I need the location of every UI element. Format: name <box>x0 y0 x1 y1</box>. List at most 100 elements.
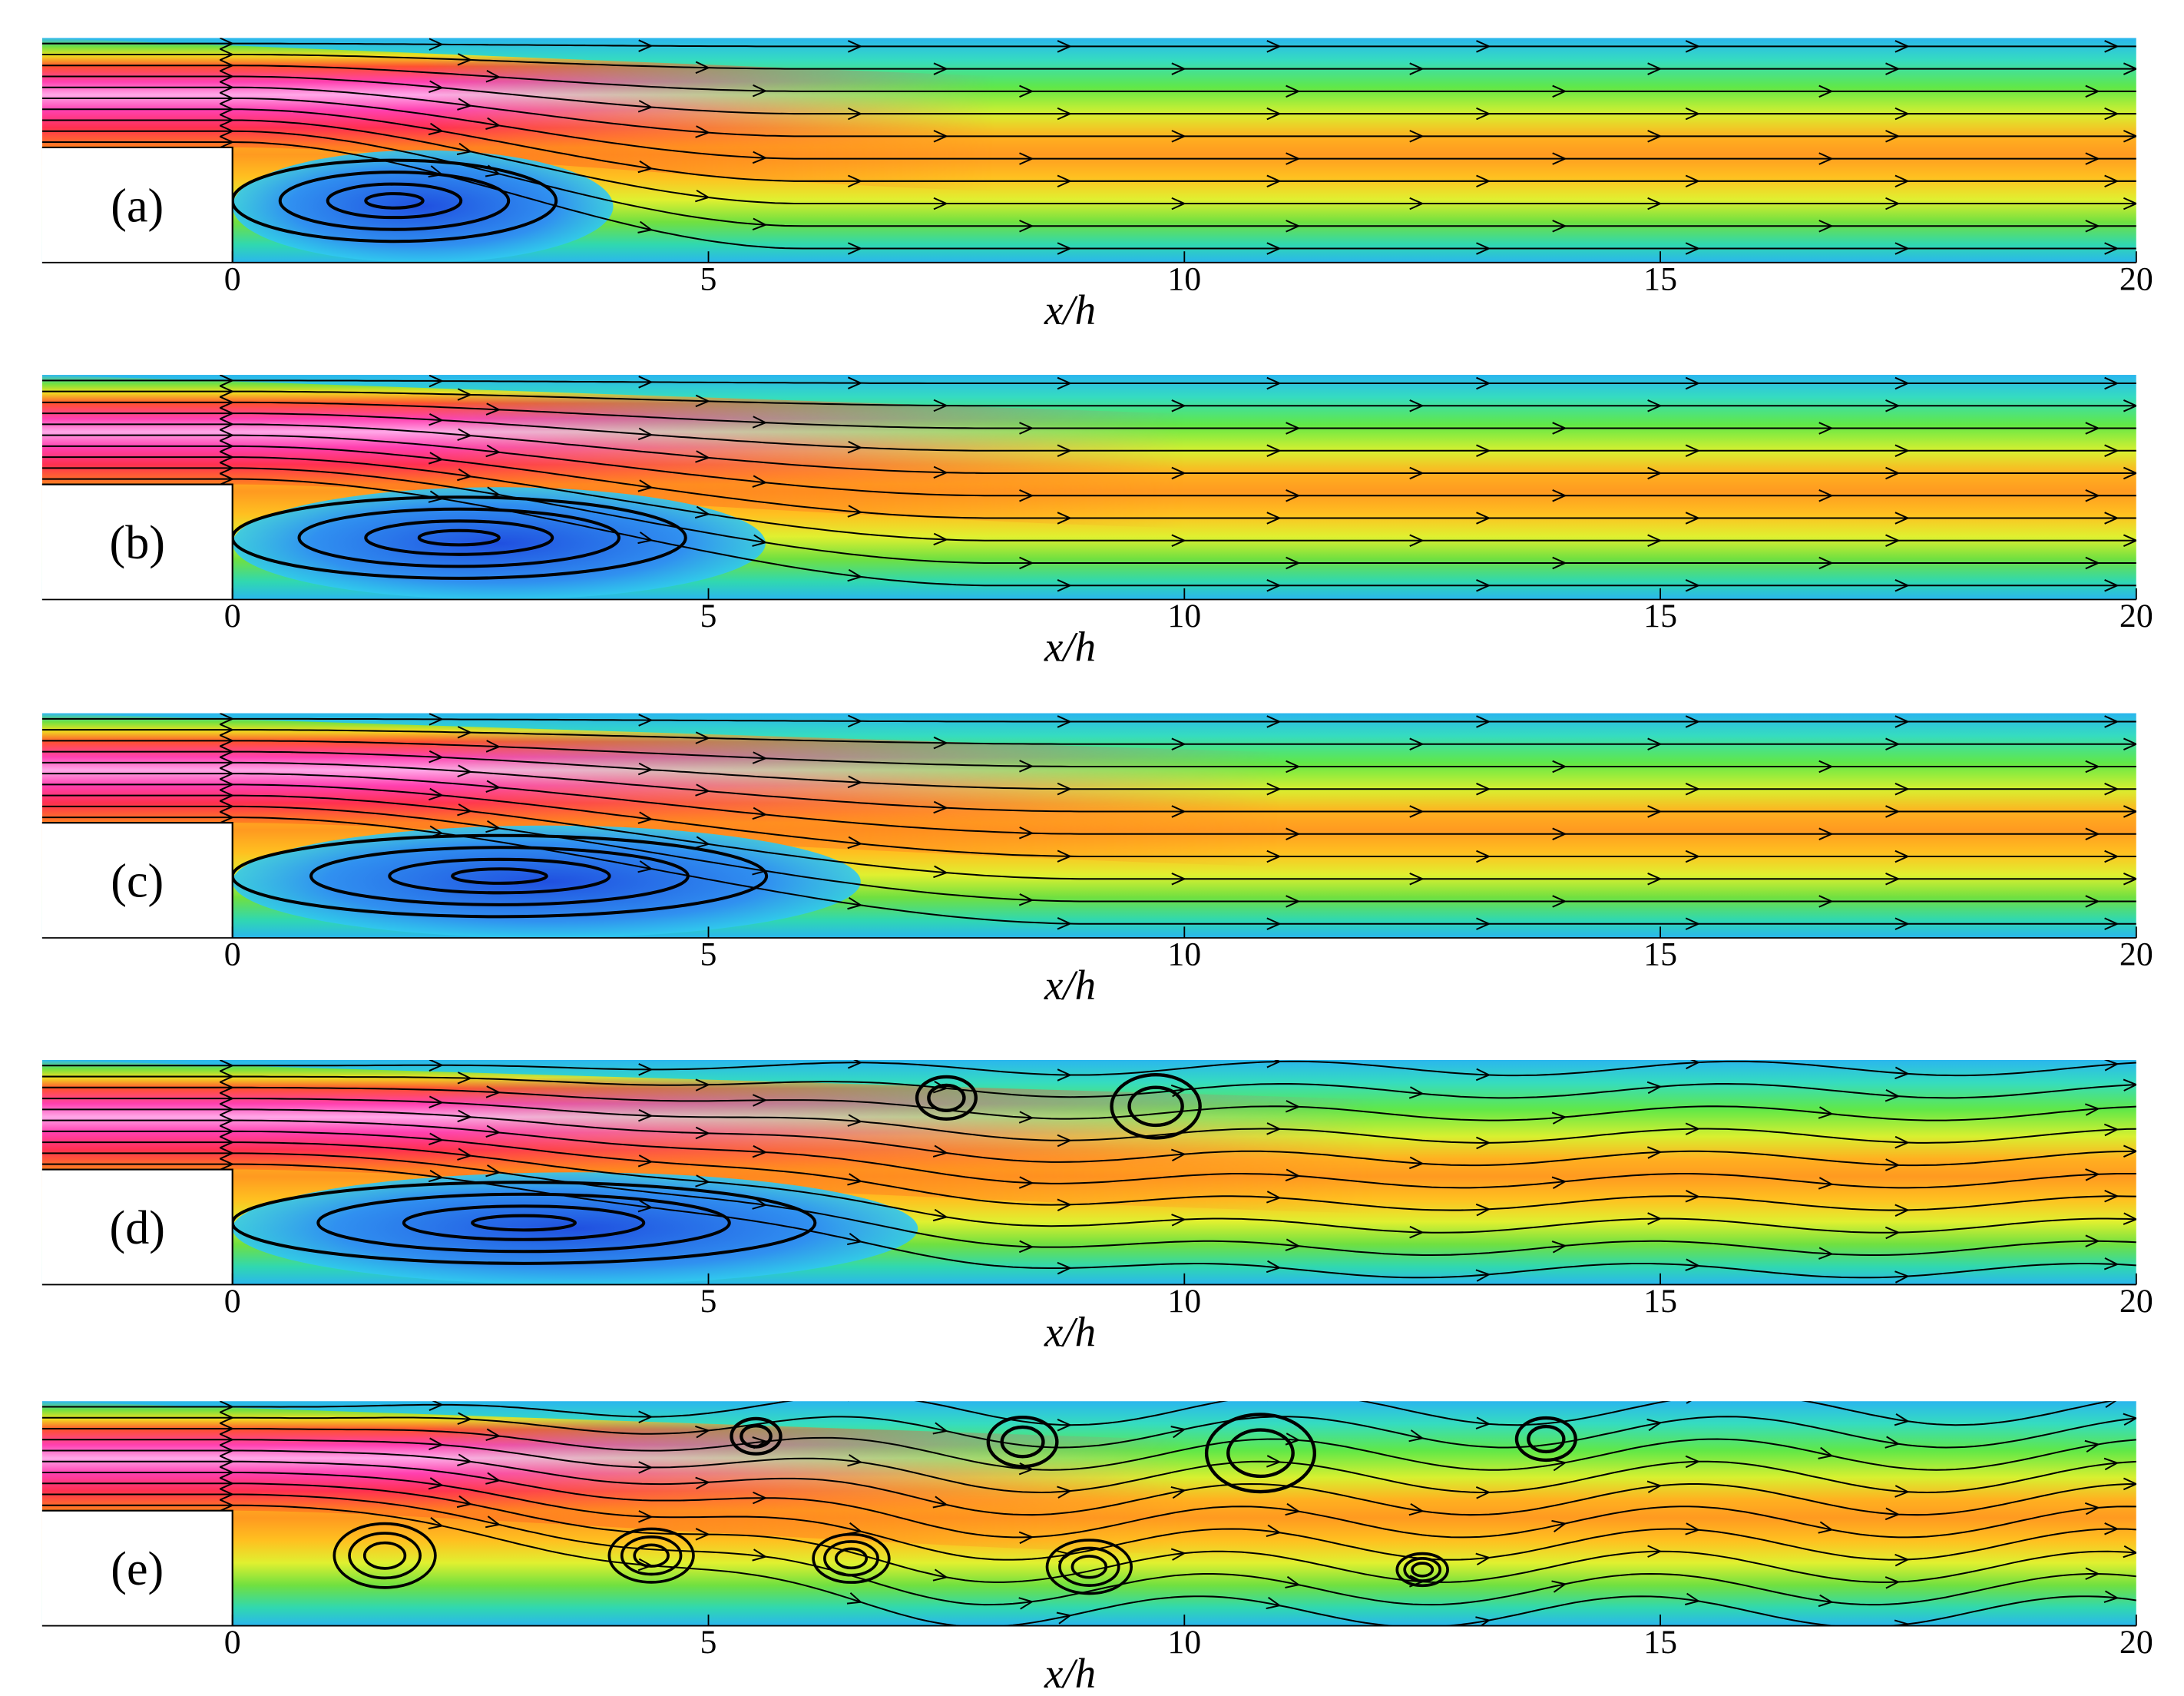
streamline-arrow <box>638 39 654 52</box>
streamline-arrow <box>1170 1084 1186 1098</box>
streamline-arrow <box>932 1568 948 1582</box>
streamline-arrow <box>457 1148 473 1161</box>
streamline-arrow <box>1894 783 1910 796</box>
streamline-arrow <box>429 1095 444 1108</box>
streamline-arrow <box>485 740 501 753</box>
step-outline <box>41 822 233 938</box>
streamline <box>41 445 2136 519</box>
streamline-arrow <box>1647 130 1663 143</box>
streamline-arrow <box>219 91 235 105</box>
streamline-arrow <box>1408 1086 1425 1099</box>
streamline-arrow <box>2084 1502 2100 1515</box>
streamline-arrow <box>1894 1553 1910 1567</box>
streamline-arrow <box>1894 40 1910 53</box>
streamline-arrow <box>1019 422 1034 435</box>
streamline-arrow <box>219 439 235 453</box>
streamline-arrow <box>1476 376 1491 390</box>
vortex-streamline <box>297 507 621 568</box>
step-outline <box>41 483 233 600</box>
vortex-streamline <box>1204 1413 1317 1494</box>
vortex-streamline <box>364 519 554 556</box>
streamline-arrow <box>1266 1455 1282 1468</box>
streamline-arrow <box>1685 1059 1701 1070</box>
streamline <box>41 478 2136 587</box>
streamline-arrow <box>1018 826 1034 840</box>
streamline-arrow <box>2123 197 2136 210</box>
streamline-arrow <box>485 70 501 83</box>
streamline-arrow <box>1885 1436 1901 1449</box>
x-tick-label: 0 <box>224 1624 241 1661</box>
streamline-arrow <box>1286 760 1301 773</box>
streamline <box>41 130 2136 227</box>
streamline-arrow <box>429 1132 444 1145</box>
streamline-arrow <box>1476 1136 1491 1150</box>
x-tick-label: 10 <box>1167 598 1201 634</box>
streamline-arrow <box>847 1232 863 1246</box>
streamline-arrow <box>219 1433 235 1446</box>
streamline-arrow <box>1018 1176 1034 1189</box>
streamline-arrow <box>637 762 654 776</box>
streamline-arrow <box>637 811 654 824</box>
streamline-arrow <box>695 1174 710 1188</box>
streamline-arrow <box>1409 399 1425 412</box>
streamline-arrow <box>2123 1144 2136 1158</box>
streamline-arrow <box>1818 895 1834 908</box>
streamline-arrow <box>2123 1477 2136 1491</box>
streamline-arrow <box>219 1070 235 1083</box>
streamline-arrow <box>1266 1122 1282 1135</box>
x-tick-label: 20 <box>2119 1283 2153 1320</box>
streamline-arrow <box>1818 1594 1834 1608</box>
streamline-arrow <box>847 1114 863 1127</box>
streamline-arrow <box>1552 895 1567 908</box>
streamline-arrow <box>1685 1455 1701 1469</box>
streamline-arrow <box>219 472 235 485</box>
streamline-arrow <box>933 399 948 412</box>
streamline <box>41 1141 2136 1234</box>
streamline-arrow <box>933 465 948 479</box>
streamline-arrow <box>1409 1575 1425 1588</box>
streamline-arrow <box>1646 1418 1663 1432</box>
streamline-arrow <box>1286 152 1301 165</box>
streamline-arrow <box>1018 1531 1034 1545</box>
streamline-arrow <box>219 789 235 802</box>
vortex-streamline <box>362 1541 407 1570</box>
streamline-arrow <box>1266 444 1282 457</box>
streamline-arrow <box>847 107 863 121</box>
x-tick-label: 0 <box>224 598 241 634</box>
x-tick-label: 10 <box>1167 1624 1201 1661</box>
vortex-streamline <box>1411 1562 1434 1578</box>
streamline-arrow <box>1476 512 1491 525</box>
streamline-arrow <box>219 1455 235 1468</box>
streamline-arrow <box>695 1078 710 1091</box>
streamline-arrow <box>1685 512 1701 525</box>
streamline-arrow <box>1057 1198 1073 1211</box>
streamline-arrow <box>752 1549 768 1562</box>
streamline-arrow <box>637 160 654 174</box>
recirculation-zone <box>232 825 861 938</box>
streamline-arrow <box>847 836 863 850</box>
streamline <box>41 108 2136 182</box>
streamline-arrow <box>846 1522 863 1535</box>
streamline-arrow <box>2123 62 2136 75</box>
streamline-arrow <box>1818 760 1834 773</box>
streamline-arrow <box>1409 130 1425 143</box>
streamline <box>41 1427 2136 1471</box>
panel <box>41 375 2136 600</box>
streamline-arrow <box>1408 1156 1425 1170</box>
streamline-arrow <box>1551 1459 1567 1472</box>
streamline-arrow <box>2104 917 2119 930</box>
streamline-arrow <box>2104 1189 2119 1203</box>
streamline-arrow <box>2123 130 2136 143</box>
streamline-arrow <box>457 388 473 401</box>
streamline-arrow <box>1476 917 1491 930</box>
streamline-arrow <box>637 100 654 113</box>
streamline-arrow <box>219 1081 235 1095</box>
streamline-arrow <box>2085 84 2100 98</box>
streamline-arrow <box>1552 422 1567 435</box>
streamline-arrow <box>2104 376 2119 390</box>
streamline <box>41 141 2136 250</box>
jet <box>41 375 1280 530</box>
x-axis-label: x/h <box>1044 287 1096 333</box>
streamline-arrow <box>1266 376 1282 390</box>
streamline-arrow <box>219 1158 235 1171</box>
